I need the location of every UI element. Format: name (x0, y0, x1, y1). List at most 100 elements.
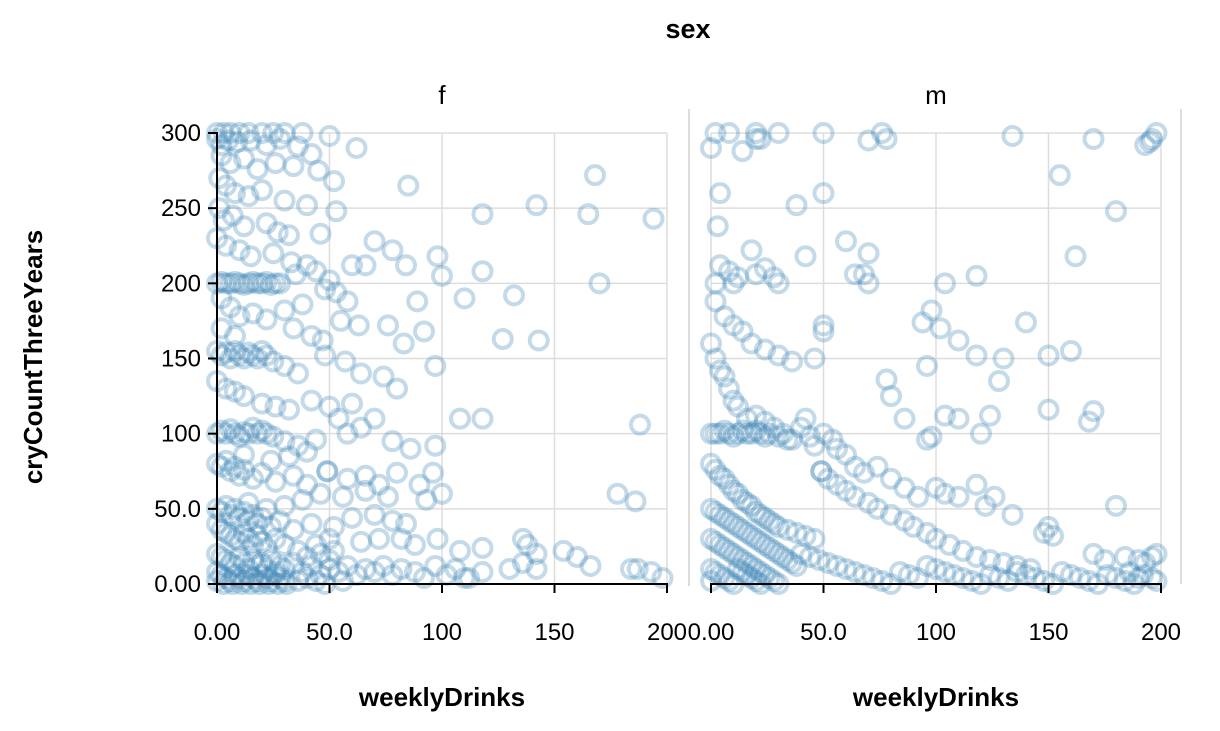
data-point (713, 536, 736, 559)
data-point (318, 269, 341, 292)
data-point (242, 548, 264, 571)
data-point (718, 569, 740, 592)
data-point (471, 536, 494, 559)
data-point (810, 460, 833, 483)
data-point (718, 377, 740, 400)
data-point (893, 509, 916, 532)
data-point (1082, 128, 1105, 151)
data-point (754, 257, 776, 280)
data-point (431, 482, 453, 505)
data-point (754, 425, 776, 448)
data-point (1138, 131, 1161, 154)
data-point (736, 422, 758, 445)
data-point (354, 557, 377, 580)
data-point (916, 428, 938, 451)
data-point (314, 344, 336, 367)
data-point (727, 422, 749, 445)
data-point (785, 554, 808, 577)
data-point (458, 566, 480, 589)
data-point (745, 557, 767, 580)
data-point (246, 569, 269, 592)
data-point (844, 485, 866, 508)
data-point (758, 422, 781, 445)
data-point (210, 134, 233, 157)
x-tick-label: 150 (1028, 619, 1068, 646)
data-point (219, 272, 242, 295)
data-point (857, 272, 880, 295)
data-point (704, 272, 727, 295)
data-point (722, 389, 745, 412)
data-point (269, 509, 291, 532)
data-point (776, 518, 799, 541)
data-point (260, 548, 282, 571)
data-point (709, 533, 731, 556)
data-point (408, 473, 431, 496)
data-point (700, 422, 722, 445)
data-point (287, 434, 309, 457)
data-point (327, 560, 350, 583)
data-point (210, 317, 233, 340)
data-point (251, 179, 273, 202)
data-point (345, 137, 368, 160)
data-point (395, 512, 417, 535)
data-point (237, 527, 260, 550)
data-point (390, 527, 413, 550)
data-point (763, 569, 785, 592)
data-point (871, 122, 893, 144)
data-point (318, 125, 341, 148)
facet-panel-f: f 0.00 50.0 100 150 200 weeklyDrinks 0.00 50.0 10… (154, 80, 687, 712)
data-point (835, 443, 857, 466)
data-point (287, 135, 309, 158)
data-point (880, 503, 902, 526)
x-tick-label: 50.0 (306, 619, 353, 646)
data-point (233, 347, 255, 370)
data-point (704, 500, 727, 523)
data-point (736, 551, 758, 574)
data-point (767, 542, 790, 565)
data-point (880, 467, 902, 490)
data-point (875, 368, 898, 391)
data-point (251, 272, 273, 295)
data-point (1141, 128, 1163, 151)
data-point (704, 347, 727, 370)
data-point (767, 272, 790, 295)
data-point (453, 566, 476, 589)
data-point (1037, 344, 1060, 367)
data-point (219, 569, 242, 592)
data-point (395, 254, 417, 277)
data-point (566, 545, 588, 568)
data-point (952, 539, 974, 562)
data-point (363, 407, 386, 430)
data-point (740, 566, 763, 589)
data-point (1037, 515, 1060, 538)
data-point (740, 494, 763, 517)
data-point (1024, 566, 1046, 589)
data-point (210, 144, 233, 167)
data-point (754, 410, 776, 433)
data-point (278, 445, 300, 468)
data-point (731, 548, 754, 571)
data-point (640, 560, 663, 583)
data-point (785, 194, 808, 217)
data-point (700, 557, 722, 580)
data-point (228, 344, 251, 367)
data-point (431, 264, 453, 287)
data-point (952, 566, 974, 589)
data-point (1141, 545, 1163, 568)
data-point (700, 137, 722, 160)
data-point (754, 506, 776, 529)
y-tick-label: 50.0 (154, 496, 201, 523)
data-point (749, 560, 772, 583)
data-point (1127, 548, 1150, 571)
data-point (426, 527, 449, 550)
data-point (826, 554, 848, 577)
data-point (835, 557, 857, 580)
data-point (217, 129, 240, 152)
data-point (233, 551, 255, 574)
data-point (965, 545, 988, 568)
data-point (700, 497, 722, 520)
data-point (758, 536, 781, 559)
data-point (722, 314, 745, 337)
data-point (740, 554, 763, 577)
data-point (525, 542, 548, 565)
